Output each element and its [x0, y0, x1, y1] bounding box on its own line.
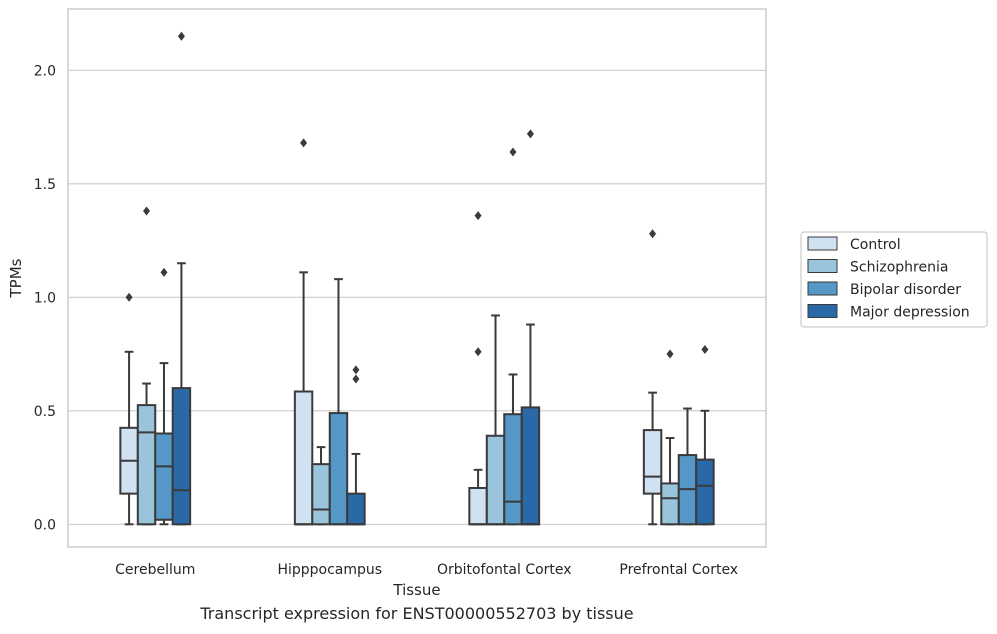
outlier-point [509, 147, 517, 157]
outlier-point [352, 365, 360, 375]
legend-label: Schizophrenia [850, 260, 948, 276]
outlier-point [177, 31, 185, 41]
x-axis-title: Tissue [392, 581, 440, 599]
y-tick-label: 0.0 [34, 517, 56, 533]
legend-frame [800, 231, 988, 328]
box-orbitofontal-cortex-schizophrenia [485, 314, 506, 526]
box-cerebellum-schizophrenia [136, 206, 157, 526]
outlier-point [666, 349, 674, 359]
box-body [171, 387, 192, 526]
outlier-point [701, 345, 709, 355]
box-hipppocampus-control [293, 138, 314, 526]
box-body [485, 434, 506, 526]
box-hipppocampus-major-depression [346, 365, 366, 526]
box-body [293, 390, 314, 526]
outlier-point [352, 374, 360, 384]
box-cerebellum-bipolar-disorder [154, 267, 174, 526]
box-cerebellum-major-depression [171, 31, 192, 526]
box-body [503, 413, 523, 526]
chart-caption: Transcript expression for ENST0000055270… [200, 604, 634, 623]
outlier-point [649, 229, 657, 239]
box-prefrontal-cortex-control [642, 229, 663, 526]
box-body [642, 429, 663, 495]
box-hipppocampus-schizophrenia [311, 446, 331, 526]
legend-swatch [807, 236, 838, 251]
box-prefrontal-cortex-major-depression [695, 345, 715, 526]
box-body [154, 432, 174, 521]
outlier-point [474, 211, 482, 221]
box-prefrontal-cortex-schizophrenia [660, 349, 680, 526]
legend-swatch [807, 304, 838, 318]
legend-label: Major depression [850, 305, 970, 321]
outlier-point [125, 292, 133, 302]
box-body [468, 486, 488, 526]
x-tick-label: Orbitofontal Cortex [437, 562, 572, 578]
outlier-point [143, 206, 151, 216]
box-body [136, 404, 157, 526]
x-tick-label: Cerebellum [115, 562, 195, 578]
box-cerebellum-control [119, 292, 139, 526]
x-tick-label: Prefrontal Cortex [619, 562, 738, 578]
legend-swatch [807, 259, 838, 273]
legend-label: Bipolar disorder [850, 282, 961, 298]
box-body [346, 492, 366, 526]
legend-label: Control [850, 237, 901, 253]
box-orbitofontal-cortex-control [468, 211, 488, 526]
y-tick-label: 0.5 [34, 404, 56, 420]
plot-frame [67, 8, 767, 548]
box-orbitofontal-cortex-bipolar-disorder [503, 147, 523, 526]
outlier-point [300, 138, 308, 148]
x-tick-label: Hipppocampus [277, 562, 382, 578]
outlier-point [526, 129, 534, 139]
outlier-point [474, 347, 482, 357]
box-orbitofontal-cortex-major-depression [520, 129, 541, 526]
box-body [328, 412, 349, 526]
box-body [311, 463, 331, 526]
outlier-point [160, 267, 168, 277]
legend: Control Schizophrenia Bipolar disorder Majo… [800, 231, 988, 328]
y-tick-label: 1.0 [34, 290, 56, 306]
box-prefrontal-cortex-bipolar-disorder [677, 407, 698, 526]
box-body [520, 406, 541, 526]
y-tick-label: 2.0 [34, 63, 56, 79]
box-body [695, 458, 715, 526]
box-hipppocampus-bipolar-disorder [328, 278, 349, 526]
box-body [660, 482, 680, 526]
legend-swatch [807, 281, 838, 296]
y-tick-label: 1.5 [34, 177, 56, 193]
y-axis-title: TPMs [7, 258, 25, 298]
